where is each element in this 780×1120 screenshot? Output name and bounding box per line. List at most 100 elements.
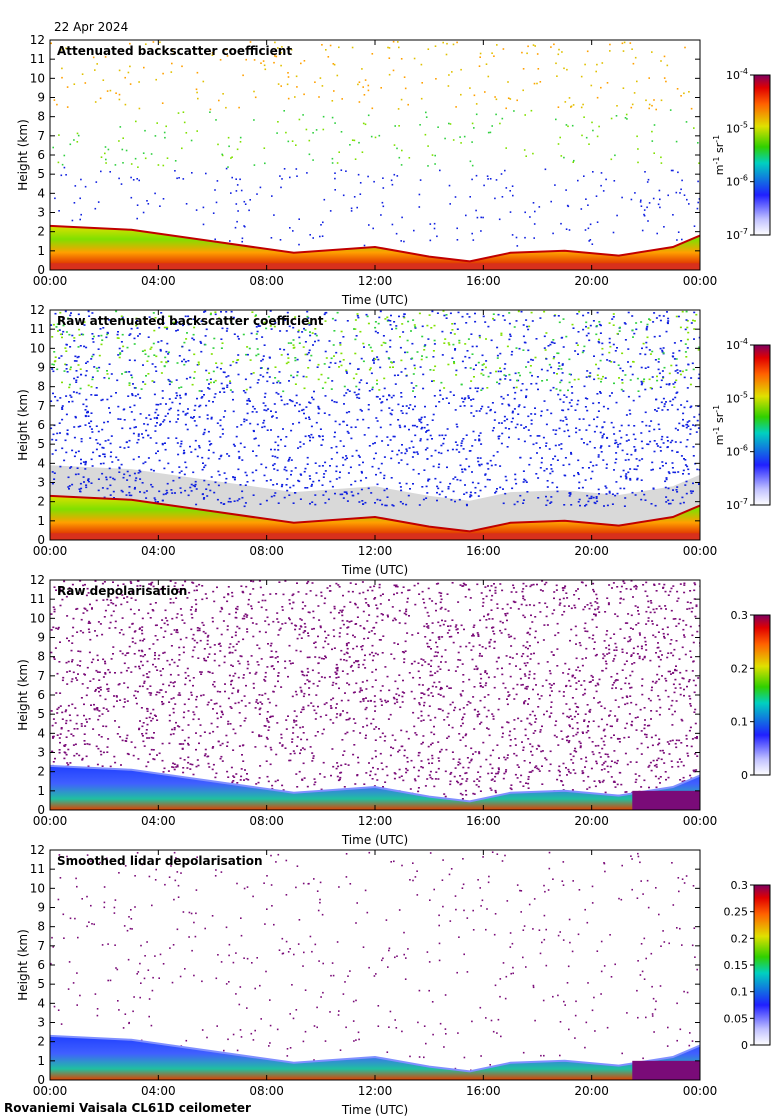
y-tick-label: 1: [37, 514, 45, 528]
y-tick-label: 8: [37, 650, 45, 664]
panel-2: Raw attenuated backscatter coefficient 0 1…: [16, 303, 771, 577]
y-tick-label: 6: [37, 418, 45, 432]
y-tick-label: 5: [37, 977, 45, 991]
y-tick-label: 2: [37, 495, 45, 509]
colorbar-tick-label: 0: [741, 769, 748, 782]
y-tick-label: 0: [37, 1073, 45, 1087]
y-tick-label: 11: [30, 862, 45, 876]
colorbar: [753, 344, 771, 506]
colorbar-tick-label: 10-6: [726, 174, 748, 189]
x-tick-label: 16:00: [466, 544, 501, 558]
y-tick-label: 10: [30, 611, 45, 625]
colorbar-tick-label: 0: [741, 1039, 748, 1052]
x-tick-label: 16:00: [466, 274, 501, 288]
y-tick-label: 2: [37, 765, 45, 779]
x-tick-label: 00:00: [683, 274, 718, 288]
y-tick-label: 11: [30, 52, 45, 66]
y-axis-label: Height (km): [16, 119, 30, 190]
x-tick-label: 20:00: [574, 814, 609, 828]
y-tick-label: 3: [37, 1016, 45, 1030]
colorbar-tick-label: 10-5: [726, 390, 748, 405]
colorbar-tick-exp: -5: [740, 390, 748, 399]
colorbar-tick-label: 0.3: [731, 879, 749, 892]
y-tick-label: 6: [37, 958, 45, 972]
colorbar-tick-label: 10-4: [726, 337, 748, 352]
x-tick-label: 00:00: [683, 814, 718, 828]
y-tick-label: 0: [37, 263, 45, 277]
y-tick-label: 1: [37, 784, 45, 798]
y-tick-label: 12: [30, 573, 45, 587]
y-tick-label: 9: [37, 631, 45, 645]
plot-background: [50, 580, 700, 810]
colorbar-tick-label: 10-4: [726, 67, 748, 82]
x-tick-label: 20:00: [574, 1084, 609, 1098]
x-tick-label: 00:00: [683, 544, 718, 558]
y-tick-label: 12: [30, 303, 45, 317]
x-tick-label: 04:00: [141, 274, 176, 288]
colorbar-unit: m-1 sr-1: [712, 135, 726, 175]
y-tick-label: 9: [37, 361, 45, 375]
x-tick-label: 04:00: [141, 1084, 176, 1098]
y-tick-label: 10: [30, 341, 45, 355]
y-tick-label: 0: [37, 533, 45, 547]
colorbar: [753, 884, 771, 1046]
plot-date: 22 Apr 2024: [54, 20, 129, 34]
x-tick-label: 08:00: [249, 1084, 284, 1098]
y-tick-label: 8: [37, 110, 45, 124]
y-tick-label: 7: [37, 129, 45, 143]
y-tick-label: 11: [30, 592, 45, 606]
colorbar-tick-exp: -4: [740, 337, 748, 346]
y-axis-label: Height (km): [16, 659, 30, 730]
layer-top-edge: [50, 1034, 700, 1073]
y-tick-label: 7: [37, 669, 45, 683]
x-tick-label: 04:00: [141, 814, 176, 828]
y-tick-label: 5: [37, 437, 45, 451]
colorbar-tick-exp: -6: [740, 174, 748, 183]
y-tick-label: 3: [37, 746, 45, 760]
x-axis-label: Time (UTC): [341, 293, 408, 307]
layer-top-edge: [50, 224, 700, 263]
x-tick-label: 20:00: [574, 274, 609, 288]
x-tick-label: 00:00: [33, 274, 68, 288]
colorbar-tick-exp: -4: [740, 67, 748, 76]
colorbar: [753, 614, 771, 776]
layer-top-edge: [50, 494, 700, 533]
colorbar-tick-label: 0.25: [724, 906, 749, 919]
colorbar-tick-label: 0.15: [724, 959, 749, 972]
y-tick-label: 1: [37, 244, 45, 258]
x-tick-label: 12:00: [358, 544, 393, 558]
colorbar-tick-label: 0.2: [731, 662, 749, 675]
y-tick-label: 6: [37, 148, 45, 162]
plot-background: [50, 40, 700, 270]
layer-top-edge: [50, 764, 700, 803]
x-tick-label: 12:00: [358, 1084, 393, 1098]
colorbar-tick-exp: -7: [740, 497, 748, 506]
y-tick-label: 2: [37, 225, 45, 239]
colorbar-tick-label: 0.3: [731, 609, 749, 622]
plot-background: [50, 850, 700, 1080]
x-tick-label: 12:00: [358, 814, 393, 828]
y-tick-label: 3: [37, 476, 45, 490]
y-tick-label: 9: [37, 91, 45, 105]
y-tick-label: 12: [30, 33, 45, 47]
colorbar-tick-exp: -5: [740, 120, 748, 129]
y-tick-label: 5: [37, 167, 45, 181]
colorbar-tick-label: 0.2: [731, 932, 749, 945]
y-tick-label: 11: [30, 322, 45, 336]
colorbar-tick-label: 10-7: [726, 497, 748, 512]
y-tick-label: 3: [37, 206, 45, 220]
x-tick-label: 04:00: [141, 544, 176, 558]
y-axis-label: Height (km): [16, 929, 30, 1000]
y-tick-label: 9: [37, 901, 45, 915]
y-tick-label: 2: [37, 1035, 45, 1049]
colorbar-tick-label: 10-7: [726, 227, 748, 242]
station-label: Rovaniemi Vaisala CL61D ceilometer: [4, 1101, 251, 1115]
y-tick-label: 5: [37, 707, 45, 721]
y-tick-label: 6: [37, 688, 45, 702]
y-tick-label: 10: [30, 881, 45, 895]
x-axis-label: Time (UTC): [341, 1103, 408, 1117]
colorbar-tick-exp: -6: [740, 444, 748, 453]
y-axis-label: Height (km): [16, 389, 30, 460]
x-axis-label: Time (UTC): [341, 563, 408, 577]
panel-1: Attenuated backscatter coefficient012345…: [16, 33, 771, 307]
